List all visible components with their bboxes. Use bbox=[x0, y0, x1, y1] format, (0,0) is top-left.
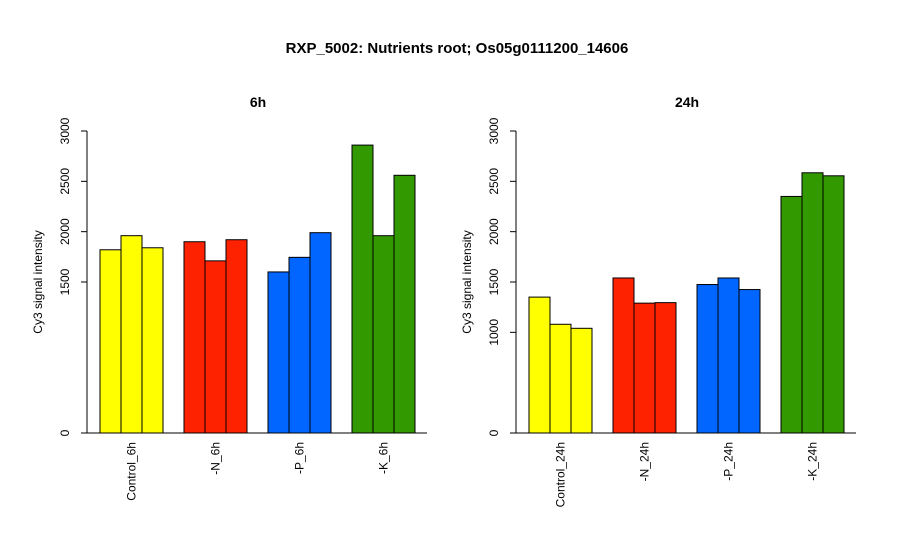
y-tick-label: 3000 bbox=[487, 117, 501, 144]
panel-24h-bars bbox=[528, 172, 845, 434]
x-tick-label: -N_6h bbox=[209, 442, 223, 475]
bar-Control_6h-3 bbox=[141, 247, 164, 434]
bar--K_24h-1 bbox=[780, 195, 803, 434]
bar--K_6h-2 bbox=[372, 235, 395, 434]
panel-6h-bars bbox=[99, 144, 416, 434]
panel-24h: 24h Cy3 signal intensity Control_24h -N_2… bbox=[460, 94, 856, 507]
y-tick-label: 1500 bbox=[58, 268, 72, 295]
panel-6h: 6h Cy3 signal intensity Control_6h -N_6h -… bbox=[31, 94, 427, 501]
bar--K_6h-3 bbox=[393, 174, 416, 434]
bar--P_6h-2 bbox=[288, 256, 311, 434]
x-tick-label: Control_24h bbox=[554, 442, 568, 507]
bar--P_24h-3 bbox=[738, 289, 761, 434]
y-tick-label: 1500 bbox=[487, 268, 501, 295]
bar--N_24h-2 bbox=[633, 302, 656, 434]
panel-6h-title: 6h bbox=[250, 94, 266, 110]
bar--N_24h-3 bbox=[654, 302, 677, 434]
panel-24h-axes: Control_24h -N_24h -P_24h -K_24h 0 1000 1500 20… bbox=[487, 117, 856, 507]
bar-Control_24h-1 bbox=[528, 296, 551, 434]
panel-6h-axes: Control_6h -N_6h -P_6h -K_6h 0 1500 2000 2500 30… bbox=[58, 117, 427, 501]
bar-Control_24h-2 bbox=[549, 323, 572, 434]
y-tick-label: 1000 bbox=[487, 319, 501, 346]
bar-Control_24h-3 bbox=[570, 327, 593, 434]
panel-24h-title: 24h bbox=[675, 94, 699, 110]
bar--P_24h-2 bbox=[717, 277, 740, 434]
y-tick-label: 2500 bbox=[58, 168, 72, 195]
chart-main-title: RXP_5002: Nutrients root; Os05g0111200_1… bbox=[286, 40, 629, 57]
bar--N_24h-1 bbox=[612, 277, 635, 434]
y-tick-label: 0 bbox=[58, 429, 72, 436]
bar--P_24h-1 bbox=[696, 284, 719, 434]
y-tick-label: 2500 bbox=[487, 168, 501, 195]
panel-24h-ylabel: Cy3 signal intensity bbox=[460, 230, 474, 333]
bar--N_6h-1 bbox=[183, 241, 206, 434]
bar--K_24h-2 bbox=[801, 172, 824, 434]
bar--K_6h-1 bbox=[351, 144, 374, 434]
x-tick-label: -K_24h bbox=[806, 442, 820, 481]
x-tick-label: Control_6h bbox=[125, 442, 139, 501]
bar--P_6h-1 bbox=[267, 271, 290, 434]
y-tick-label: 2000 bbox=[487, 218, 501, 245]
y-tick-label: 2000 bbox=[58, 218, 72, 245]
x-tick-label: -P_24h bbox=[722, 442, 736, 481]
x-tick-label: -K_6h bbox=[377, 442, 391, 474]
bar--N_6h-2 bbox=[204, 260, 227, 434]
bar-Control_6h-1 bbox=[99, 249, 122, 434]
bar--K_24h-3 bbox=[822, 175, 845, 434]
y-tick-label: 3000 bbox=[58, 117, 72, 144]
bar--P_6h-3 bbox=[309, 232, 332, 434]
panel-6h-ylabel: Cy3 signal intensity bbox=[31, 230, 45, 333]
bar-Control_6h-2 bbox=[120, 235, 143, 434]
x-tick-label: -P_6h bbox=[293, 442, 307, 474]
x-tick-label: -N_24h bbox=[638, 442, 652, 481]
y-tick-label: 0 bbox=[487, 429, 501, 436]
bar--N_6h-3 bbox=[225, 239, 248, 434]
